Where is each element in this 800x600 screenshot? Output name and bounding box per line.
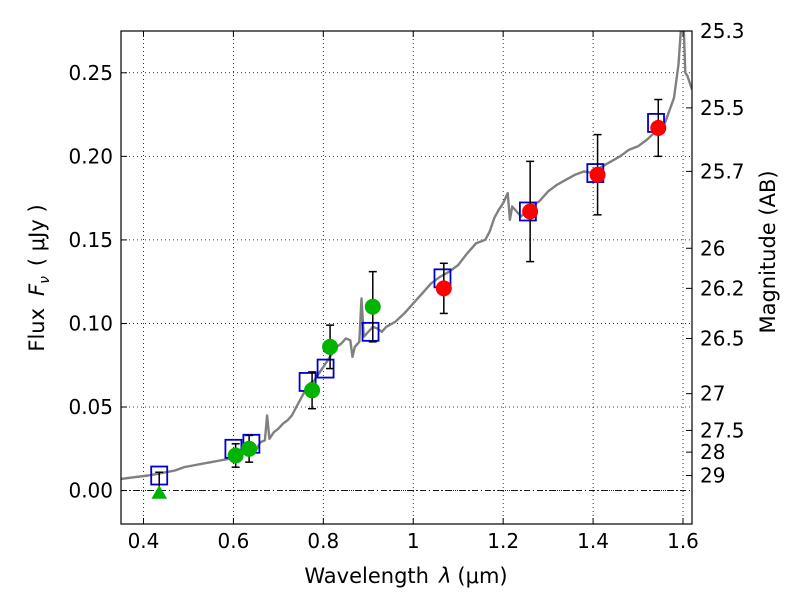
magnitude-tick-label: 29 [700, 464, 725, 488]
x-tick-label: 1 [407, 529, 420, 553]
observed-point [322, 338, 339, 355]
right-axis-title: Magnitude (AB) [756, 170, 780, 333]
magnitude-tick-label: 28 [700, 440, 725, 464]
x-tick-label: 1.4 [577, 529, 609, 553]
magnitude-tick-label: 25.3 [700, 19, 745, 43]
magnitude-tick-label: 27.5 [700, 418, 745, 442]
y-axis-title: FluxFν( μJy ) [25, 204, 53, 351]
observed-point [435, 280, 452, 297]
plot-frame [120, 30, 693, 525]
x-tick-label: 0.8 [307, 529, 339, 553]
magnitude-tick-label: 26 [700, 236, 725, 260]
observed-point [650, 119, 667, 136]
magnitude-tick-label: 25.5 [700, 96, 745, 120]
y-tick-labels: 0.00 0.05 0.10 0.15 0.20 0.25 [68, 61, 113, 503]
y-tick-label: 0.25 [68, 61, 113, 85]
magnitude-tick-label: 26.5 [700, 326, 745, 350]
y-tick-label: 0.00 [68, 479, 113, 503]
model-photometry-squares [150, 113, 665, 486]
y-tick-label: 0.20 [68, 144, 113, 168]
observed-point [522, 203, 539, 220]
magnitude-tick-label: 26.2 [700, 276, 745, 300]
observed-point [589, 166, 606, 183]
magnitude-tick-label: 27 [700, 382, 725, 406]
grid-lines [121, 31, 692, 524]
x-tick-label: 0.6 [217, 529, 249, 553]
x-tick-labels: 0.4 0.6 0.8 1 1.2 1.4 1.6 [128, 529, 699, 553]
observed-point [304, 382, 321, 399]
y-tick-label: 0.10 [68, 311, 113, 335]
observed-point [227, 447, 244, 464]
x-tick-label: 1.2 [487, 529, 519, 553]
observed-photometry [151, 98, 667, 499]
observed-point [241, 440, 258, 457]
observed-point [364, 298, 381, 315]
template-spectrum-line [121, 31, 692, 481]
x-tick-label: 0.4 [128, 529, 160, 553]
model-square [361, 321, 380, 342]
observed-triangle [151, 485, 168, 499]
x-axis-title: Wavelength λ (μm) [304, 564, 507, 588]
template-spectrum [121, 31, 692, 481]
magnitude-tick-label: 25.7 [700, 159, 745, 183]
x-tick-label: 1.6 [667, 529, 699, 553]
axis-ticks [121, 30, 692, 524]
y-tick-label: 0.05 [68, 395, 113, 419]
y-tick-label: 0.15 [68, 228, 113, 252]
